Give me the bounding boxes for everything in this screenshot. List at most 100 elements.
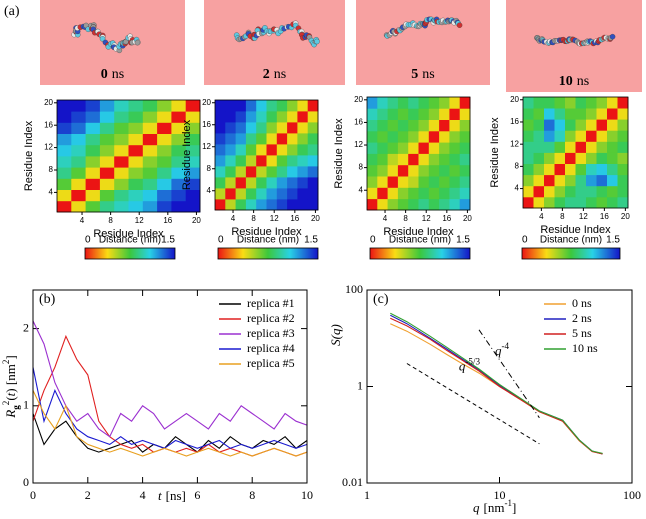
y-axis-label-part: g	[11, 405, 21, 410]
heatmap-cell	[459, 142, 471, 154]
heatmap-cell	[157, 111, 172, 123]
heatmap-cell	[565, 163, 576, 176]
heatmap-cell	[617, 163, 629, 176]
heatmap-cell	[266, 188, 278, 200]
heatmap-cell	[114, 133, 129, 146]
heatmap-cell	[57, 100, 72, 112]
heatmap-cell	[171, 167, 187, 179]
heatmap-cell	[266, 111, 278, 123]
x-tick-label: 20	[463, 214, 472, 223]
heatmap-cell	[397, 130, 409, 143]
guide-label-part: q	[459, 358, 466, 373]
heatmap-cell	[617, 152, 629, 164]
heatmap-cell	[565, 97, 576, 109]
heatmap-cell	[128, 111, 144, 123]
heatmap-cell	[523, 152, 534, 164]
heatmap-cell	[276, 188, 288, 200]
x-axis-label: Residue Index	[383, 226, 454, 238]
x-tick-label: 100	[623, 488, 641, 502]
heatmap-cell	[85, 156, 101, 168]
heatmap-cell	[85, 122, 101, 134]
heatmap-frame	[366, 96, 471, 211]
y-tick-label: 1	[23, 398, 29, 412]
heatmap-cell	[185, 167, 201, 179]
snapshot-label-part: 2	[263, 67, 270, 82]
heatmap-cell	[533, 141, 545, 153]
heatmap-cell	[439, 97, 450, 109]
heatmap-cell	[114, 111, 129, 123]
snapshot-label-part: ns	[422, 67, 434, 82]
heatmap-cell	[428, 153, 440, 166]
heatmap-cell	[245, 166, 257, 178]
heatmap-cell	[397, 97, 409, 109]
heatmap-cell	[544, 174, 555, 187]
heatmap-cell	[99, 178, 115, 190]
heatmap-cell	[596, 141, 608, 153]
panel-label: (b)	[39, 292, 56, 307]
heatmap-cell	[99, 189, 115, 202]
colorbar-tick-label: 0	[370, 235, 376, 246]
heatmap-cell	[596, 108, 608, 120]
heatmap-cell	[544, 163, 555, 176]
heatmap-cell	[377, 153, 388, 166]
plot-frame	[32, 289, 308, 484]
y-axis-label-part: 2	[1, 359, 11, 364]
heatmap-cell	[533, 196, 545, 209]
heatmap-cell	[397, 176, 409, 188]
heatmap-cell	[215, 111, 226, 123]
heatmap-cell	[397, 164, 409, 177]
heatmap-cell	[245, 133, 257, 145]
heatmap-cell	[554, 152, 566, 164]
heatmap-cell	[596, 119, 608, 131]
heatmap-cell	[586, 174, 597, 187]
heatmap-cell	[235, 100, 247, 112]
heatmap-cell	[607, 185, 618, 198]
heatmap-cell	[142, 144, 158, 157]
heatmap-cell	[575, 97, 587, 109]
y-tick-label: 20	[202, 98, 211, 107]
y-axis-label: S(q)	[328, 324, 343, 346]
colorbar-tick-label: 1.5	[606, 235, 620, 246]
heatmap-cell	[439, 187, 450, 200]
heatmap-cell	[544, 141, 555, 153]
heatmap-cell	[544, 196, 555, 209]
heatmap-cell	[245, 144, 257, 156]
y-axis-label: Residue Index	[333, 118, 345, 189]
heatmap-cell	[418, 119, 430, 132]
heatmap-cell	[266, 133, 278, 145]
y-tick-label: 20	[510, 95, 519, 104]
heatmap-cell	[428, 97, 440, 109]
heatmap-cell	[565, 174, 576, 187]
heatmap-cell	[523, 185, 534, 198]
heatmap-cell	[617, 141, 629, 153]
colorbar-label: Distance (nm)	[389, 235, 451, 246]
heatmap-cell	[142, 200, 158, 213]
heatmap-cell	[245, 188, 257, 200]
x-axis-label: Residue Index	[93, 228, 164, 240]
heatmap-cell	[297, 177, 309, 189]
heatmap-cell	[418, 130, 430, 143]
heatmap-cell	[554, 130, 566, 142]
y-tick-label: 16	[510, 117, 519, 126]
heatmap-cell	[235, 144, 247, 156]
atom	[134, 39, 141, 46]
heatmap-cell	[575, 174, 587, 187]
heatmap-cell	[607, 174, 618, 187]
heatmap-cell	[367, 97, 378, 109]
heatmap-cell	[297, 166, 309, 178]
series-line	[32, 367, 308, 449]
heatmap-cell	[596, 185, 608, 198]
heatmap-cell	[71, 133, 86, 146]
colorbar-label: Distance (nm)	[99, 235, 161, 246]
heatmap-cell	[287, 100, 298, 112]
y-axis-label: Residue Index	[181, 119, 193, 190]
guide-label: q-5/3	[459, 357, 481, 374]
heatmap-cell	[596, 130, 608, 142]
heatmap-cell	[157, 178, 172, 190]
y-axis-label-part: t	[3, 392, 18, 396]
heatmap-cell	[297, 133, 309, 145]
heatmap-cell	[449, 108, 461, 120]
heatmap-cell	[418, 97, 430, 109]
guide-label: q-4	[495, 341, 510, 358]
heatmap-cell	[408, 176, 419, 188]
